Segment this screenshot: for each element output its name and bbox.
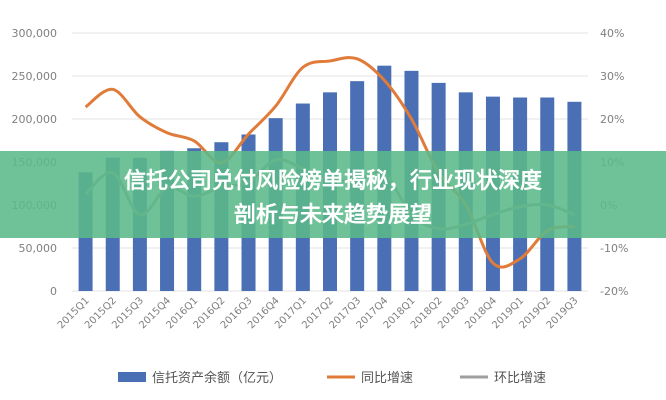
right-tick-label: -10% xyxy=(600,242,628,255)
left-tick-label: 300,000 xyxy=(12,27,58,40)
left-tick-label: 0 xyxy=(50,285,57,298)
title-line-1: 信托公司兑付风险榜单揭秘，行业现状深度 xyxy=(124,168,543,194)
right-tick-label: 20% xyxy=(600,113,624,126)
x-axis-tick-labels: 2015Q12015Q22015Q32015Q42016Q12016Q22016… xyxy=(56,295,581,331)
legend-label: 信托资产余额（亿元） xyxy=(152,370,282,386)
title-line-2: 剖析与未来趋势展望 xyxy=(234,202,432,228)
title-banner: 信托公司兑付风险榜单揭秘，行业现状深度 剖析与未来趋势展望 xyxy=(0,151,666,238)
left-tick-label: 50,000 xyxy=(19,242,58,255)
yoy-growth-line xyxy=(84,56,575,269)
right-tick-label: 40% xyxy=(600,27,624,40)
legend: 信托资产余额（亿元） 同比增速 环比增速 xyxy=(118,370,546,386)
left-tick-label: 250,000 xyxy=(12,70,58,83)
right-tick-label: 30% xyxy=(600,70,624,83)
legend-swatch-bar xyxy=(118,372,146,382)
legend-label: 同比增速 xyxy=(361,371,413,386)
right-tick-label: -20% xyxy=(600,285,628,298)
title-banner-background xyxy=(0,151,666,238)
legend-label: 环比增速 xyxy=(494,371,546,386)
left-tick-label: 200,000 xyxy=(12,113,58,126)
